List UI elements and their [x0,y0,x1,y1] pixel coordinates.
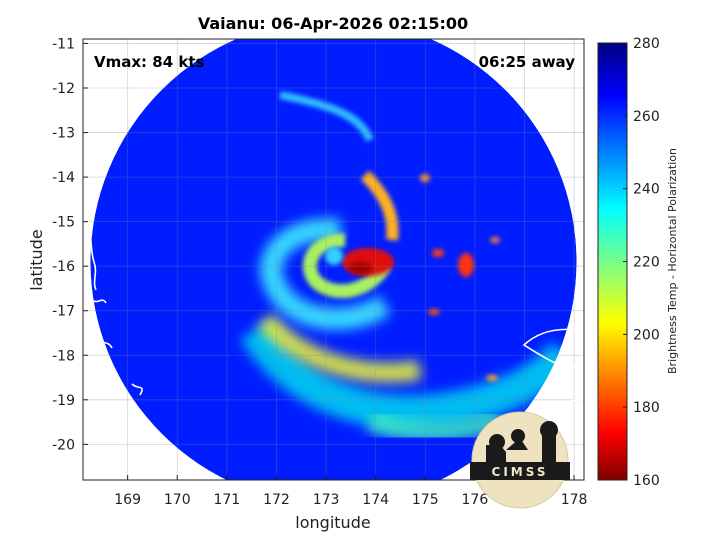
brightness-temp-swath [90,39,577,480]
x-tick-label-6: 175 [412,492,439,508]
coastlines [87,219,584,456]
outer-band-east [365,409,504,443]
vmax-annotation: Vmax: 84 kts [94,53,204,71]
spiral-band-inner [260,218,391,330]
y-tick-label-4: -15 [52,215,75,231]
x-tick-label-1: 170 [164,492,191,508]
grid-lines [83,39,584,480]
y-tick-label-5: -16 [52,259,75,275]
y-tick-label-0: -11 [52,36,75,52]
convective-cell-east-3 [428,309,440,315]
colorbar [597,42,628,481]
y-tick-label-1: -12 [52,81,75,97]
x-tick-label-2: 171 [213,492,240,508]
colorbar-tick-label-3: 220 [633,255,660,271]
colorbar-tick-label-1: 180 [633,400,660,416]
chart-title: Vaianu: 06-Apr-2026 02:15:00 [198,14,468,33]
convective-cell-east-2 [432,249,444,257]
y-tick-label-3: -14 [52,170,75,186]
x-tick-label-4: 173 [313,492,340,508]
y-tick-label-2: -13 [52,126,75,142]
colorbar-tick-label-2: 200 [633,327,660,343]
spiral-band-ring [302,233,392,299]
colorbar-ticks: 160 180 200 220 240 260 280 [623,36,660,489]
x-tick-label-7: 176 [462,492,489,508]
plot-frame [82,38,585,481]
band-northeast [360,170,399,241]
y-axis-label: latitude [27,229,46,290]
convective-cell-east-1 [458,253,474,277]
colorbar-label: Brightness Temp - Horizontal Polarizatio… [666,148,679,374]
band-southwest [257,313,422,383]
convective-cell-north [420,174,430,182]
y-tick-label-6: -17 [52,304,75,320]
x-tick-label-9: 178 [561,492,588,508]
y-axis-ticks: -11 -12 -13 -14 -15 -16 -17 -18 -19 -20 [52,36,88,453]
x-tick-label-5: 174 [362,492,389,508]
storm-eye [325,247,343,265]
x-tick-label-0: 169 [114,492,141,508]
y-tick-label-9: -20 [52,437,75,453]
y-tick-label-7: -18 [52,348,75,364]
colorbar-tick-label-4: 240 [633,182,660,198]
eyewall-core-inner [348,262,372,274]
x-axis-label: longitude [295,513,370,532]
convective-cell-east-4 [490,237,500,243]
colorbar-tick-label-5: 260 [633,109,660,125]
x-tick-label-3: 172 [263,492,290,508]
outer-band-south [240,321,577,429]
cimss-logo-text: CIMSS [492,465,549,479]
y-tick-label-8: -19 [52,393,75,409]
band-north-arc [279,91,374,142]
time-away-annotation: 06:25 away [479,53,576,71]
cimss-logo: CIMSS [470,411,570,509]
colorbar-tick-label-6: 280 [633,36,660,52]
colorbar-tick-label-0: 160 [633,473,660,489]
convective-cell-south [486,375,498,381]
